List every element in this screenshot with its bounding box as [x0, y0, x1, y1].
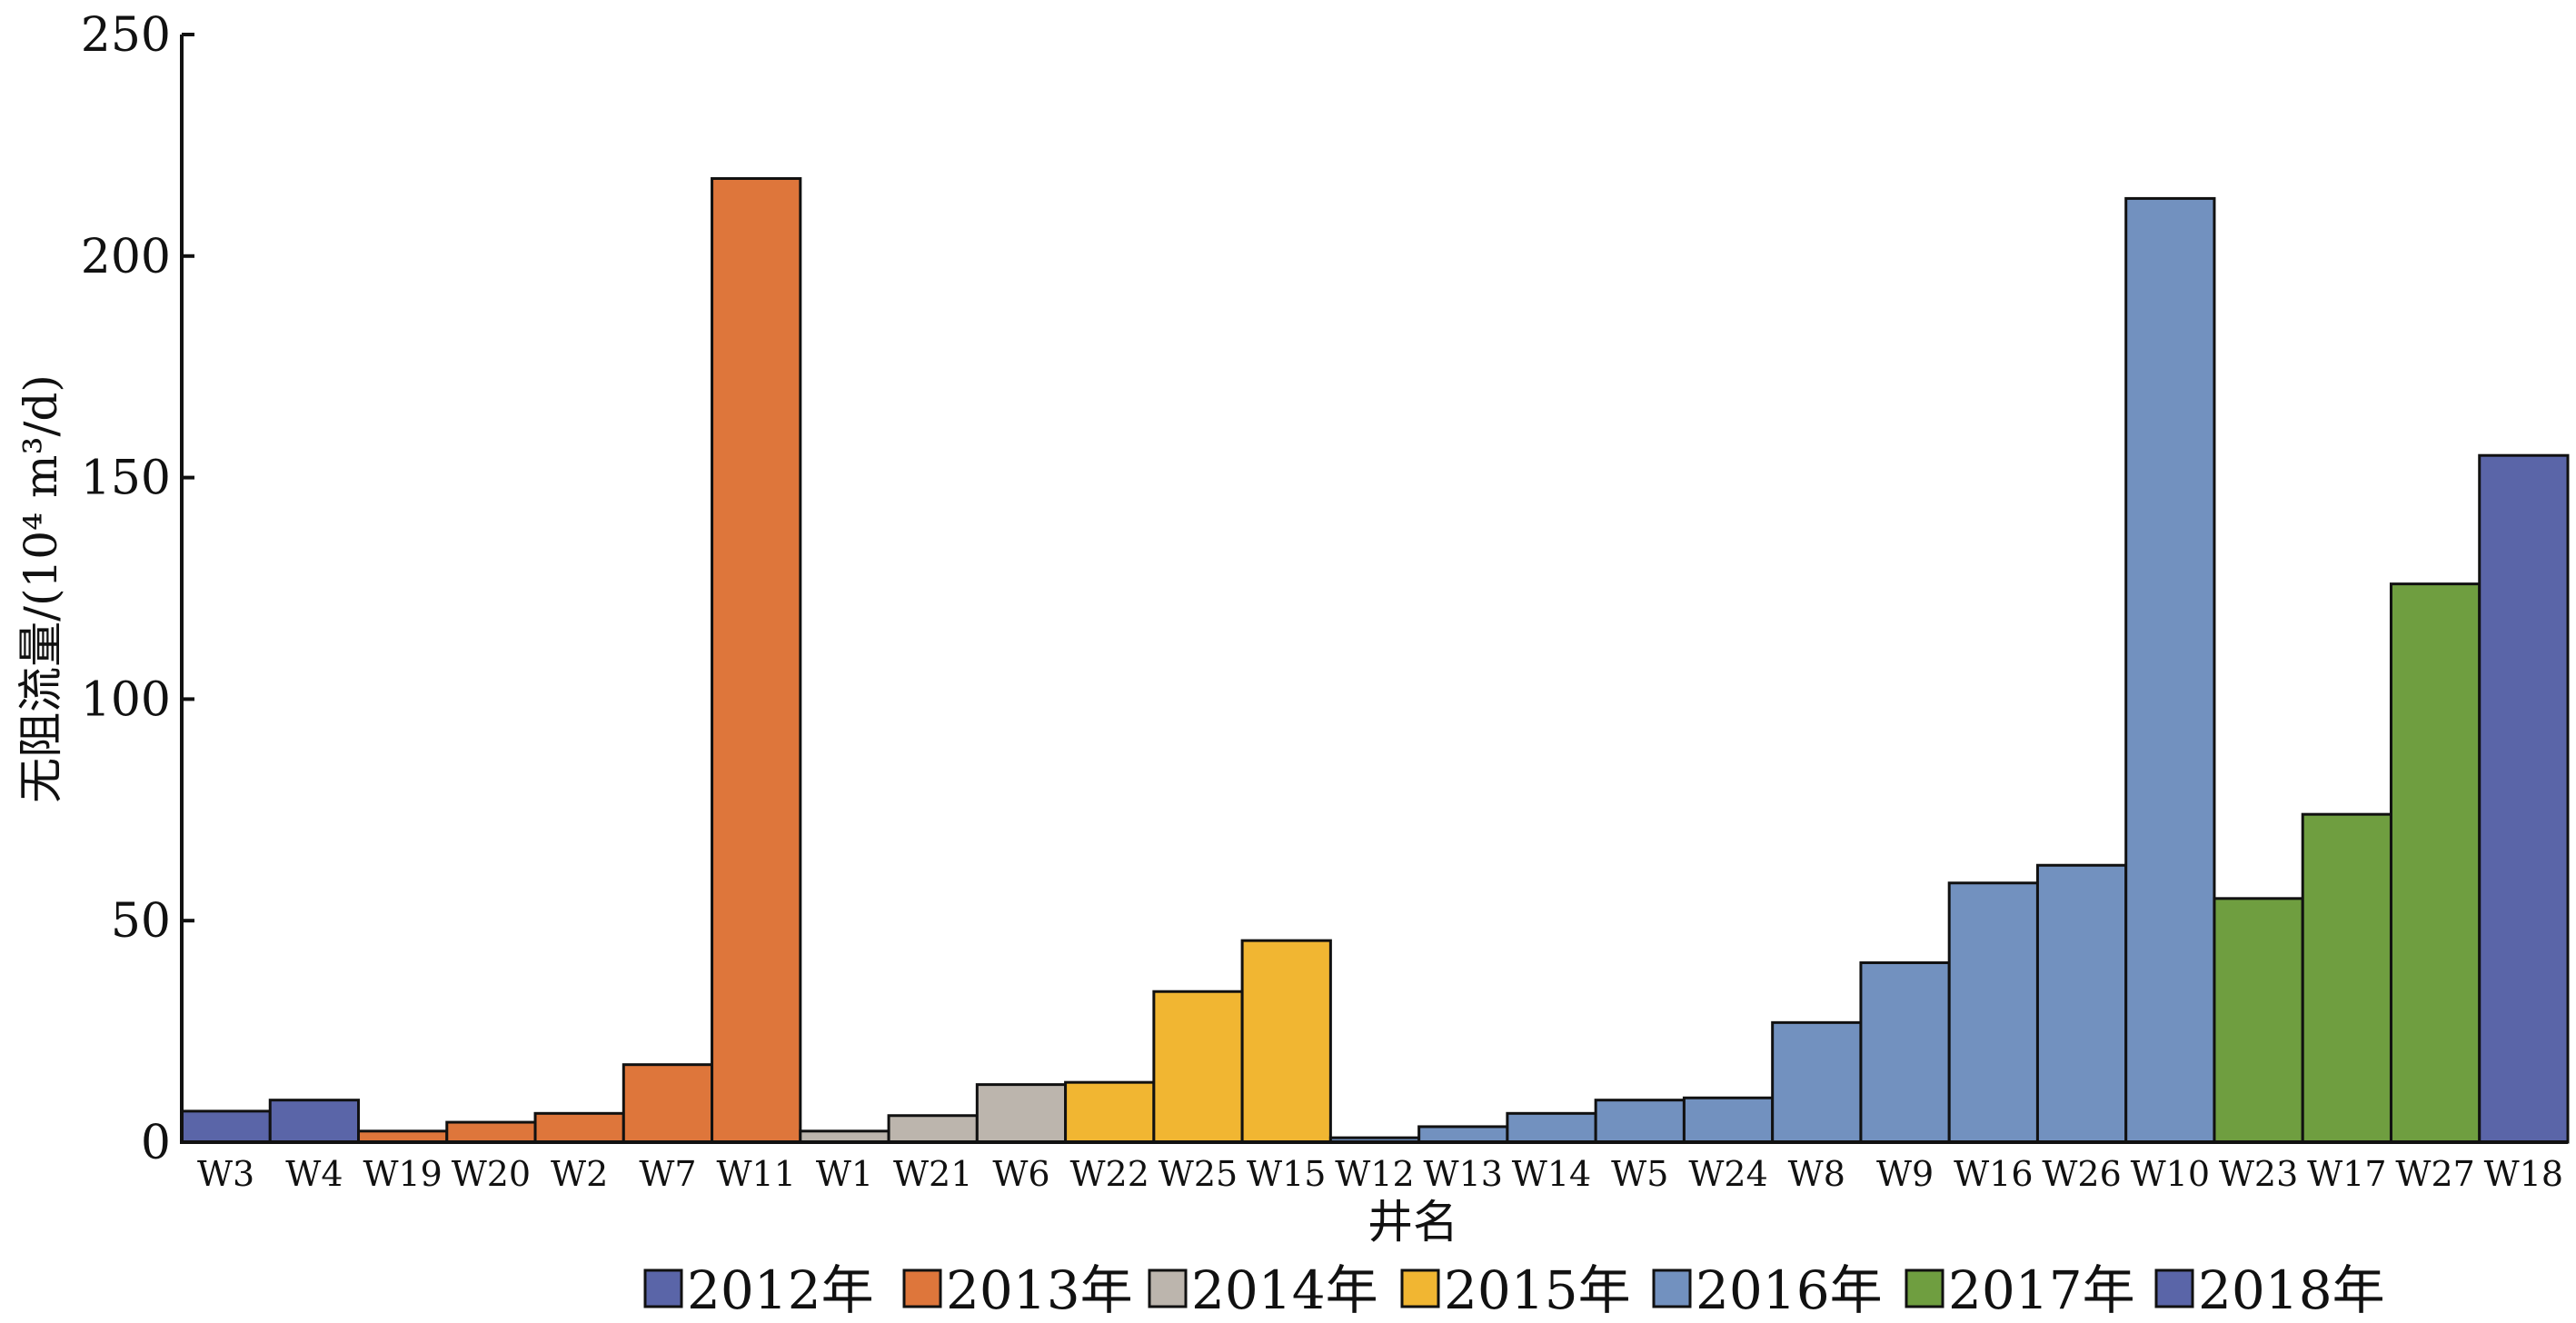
bar-W23	[2213, 897, 2304, 1144]
legend-label: 2015年	[1444, 1259, 1631, 1321]
y-tick-label: 100	[81, 672, 171, 727]
x-tick-label: W20	[452, 1154, 531, 1194]
x-tick-label: W13	[1424, 1154, 1503, 1194]
legend-swatch	[902, 1268, 942, 1308]
bar-W14	[1506, 1111, 1597, 1144]
x-ticks: W3 W4 W19 W20 W2 W7 W11 W1 W21 W6 W22 W25 W15 W12 W13 W…	[197, 1154, 2563, 1194]
x-tick-label: W25	[1159, 1154, 1238, 1194]
x-tick-label: W11	[716, 1154, 795, 1194]
bar-W25	[1152, 990, 1244, 1144]
x-axis-title: 井名	[1368, 1196, 1458, 1248]
x-tick-label: W26	[2042, 1154, 2121, 1194]
x-tick-label: W8	[1788, 1154, 1845, 1194]
bar-W10	[2124, 196, 2216, 1144]
bar-W2	[533, 1111, 625, 1144]
x-tick-label: W6	[992, 1154, 1049, 1194]
bar-W16	[1947, 881, 2039, 1144]
x-tick-label: W16	[1954, 1154, 2033, 1194]
bar-W24	[1682, 1096, 1775, 1144]
y-tick-label: 150	[81, 452, 171, 506]
bar-W8	[1771, 1020, 1863, 1144]
x-tick-label: W10	[2131, 1154, 2210, 1194]
x-tick-label: W4	[285, 1154, 343, 1194]
legend: 2012年 2013年 2014年 2015年 2016年 2017年 2018年	[643, 1259, 2385, 1321]
legend-label: 2012年	[687, 1259, 874, 1321]
x-tick-label: W24	[1688, 1154, 1767, 1194]
legend-swatch	[1400, 1268, 1440, 1308]
y-tick-label: 0	[141, 1116, 171, 1170]
y-tick-label: 200	[81, 230, 171, 284]
x-tick-label: W15	[1247, 1154, 1326, 1194]
y-ticks: 0 50 100 150 200 250	[81, 8, 194, 1170]
legend-label: 2017年	[1948, 1259, 2135, 1321]
legend-swatch	[643, 1268, 683, 1308]
bar-W9	[1859, 961, 1951, 1144]
bar-W6	[975, 1083, 1068, 1144]
x-tick-label: W18	[2484, 1154, 2563, 1194]
legend-swatch	[2154, 1268, 2194, 1308]
x-tick-label: W2	[551, 1154, 608, 1194]
bar-W20	[445, 1120, 537, 1144]
bar-W17	[2301, 812, 2392, 1144]
bar-W5	[1594, 1099, 1686, 1144]
axes	[180, 35, 2568, 1144]
legend-swatch	[1905, 1268, 1944, 1308]
bar-W11	[711, 176, 802, 1144]
x-tick-label: W23	[2219, 1154, 2298, 1194]
x-tick-label: W17	[2307, 1154, 2386, 1194]
x-tick-label: W7	[639, 1154, 696, 1194]
legend-label: 2016年	[1696, 1259, 1883, 1321]
x-tick-label: W5	[1611, 1154, 1668, 1194]
bar-W22	[1064, 1080, 1156, 1144]
x-tick-label: W14	[1512, 1154, 1591, 1194]
bar-W4	[268, 1099, 361, 1144]
bar-W3	[180, 1109, 272, 1144]
bar-W18	[2478, 453, 2570, 1144]
bar-W15	[1240, 939, 1332, 1144]
y-tick-label: 250	[81, 8, 171, 63]
x-tick-label: W1	[816, 1154, 873, 1194]
x-tick-label: W3	[197, 1154, 254, 1194]
x-tick-label: W27	[2395, 1154, 2474, 1194]
y-tick-label: 50	[111, 894, 171, 949]
bar-W27	[2389, 582, 2482, 1144]
x-tick-label: W19	[363, 1154, 442, 1194]
bar-W7	[622, 1063, 714, 1144]
x-tick-label: W9	[1876, 1154, 1934, 1194]
legend-swatch	[1652, 1268, 1692, 1308]
bar-W26	[2035, 863, 2128, 1144]
bar-W21	[887, 1114, 979, 1144]
bar-W13	[1417, 1125, 1509, 1144]
legend-label: 2013年	[946, 1259, 1133, 1321]
legend-label: 2014年	[1191, 1259, 1378, 1321]
bars	[180, 176, 2570, 1144]
x-tick-label: W22	[1070, 1154, 1149, 1194]
y-axis-title: 无阻流量/(10⁴ m³/d)	[15, 374, 67, 803]
x-tick-label: W21	[893, 1154, 972, 1194]
legend-swatch	[1148, 1268, 1188, 1308]
x-tick-label: W12	[1335, 1154, 1414, 1194]
legend-label: 2018年	[2198, 1259, 2385, 1321]
